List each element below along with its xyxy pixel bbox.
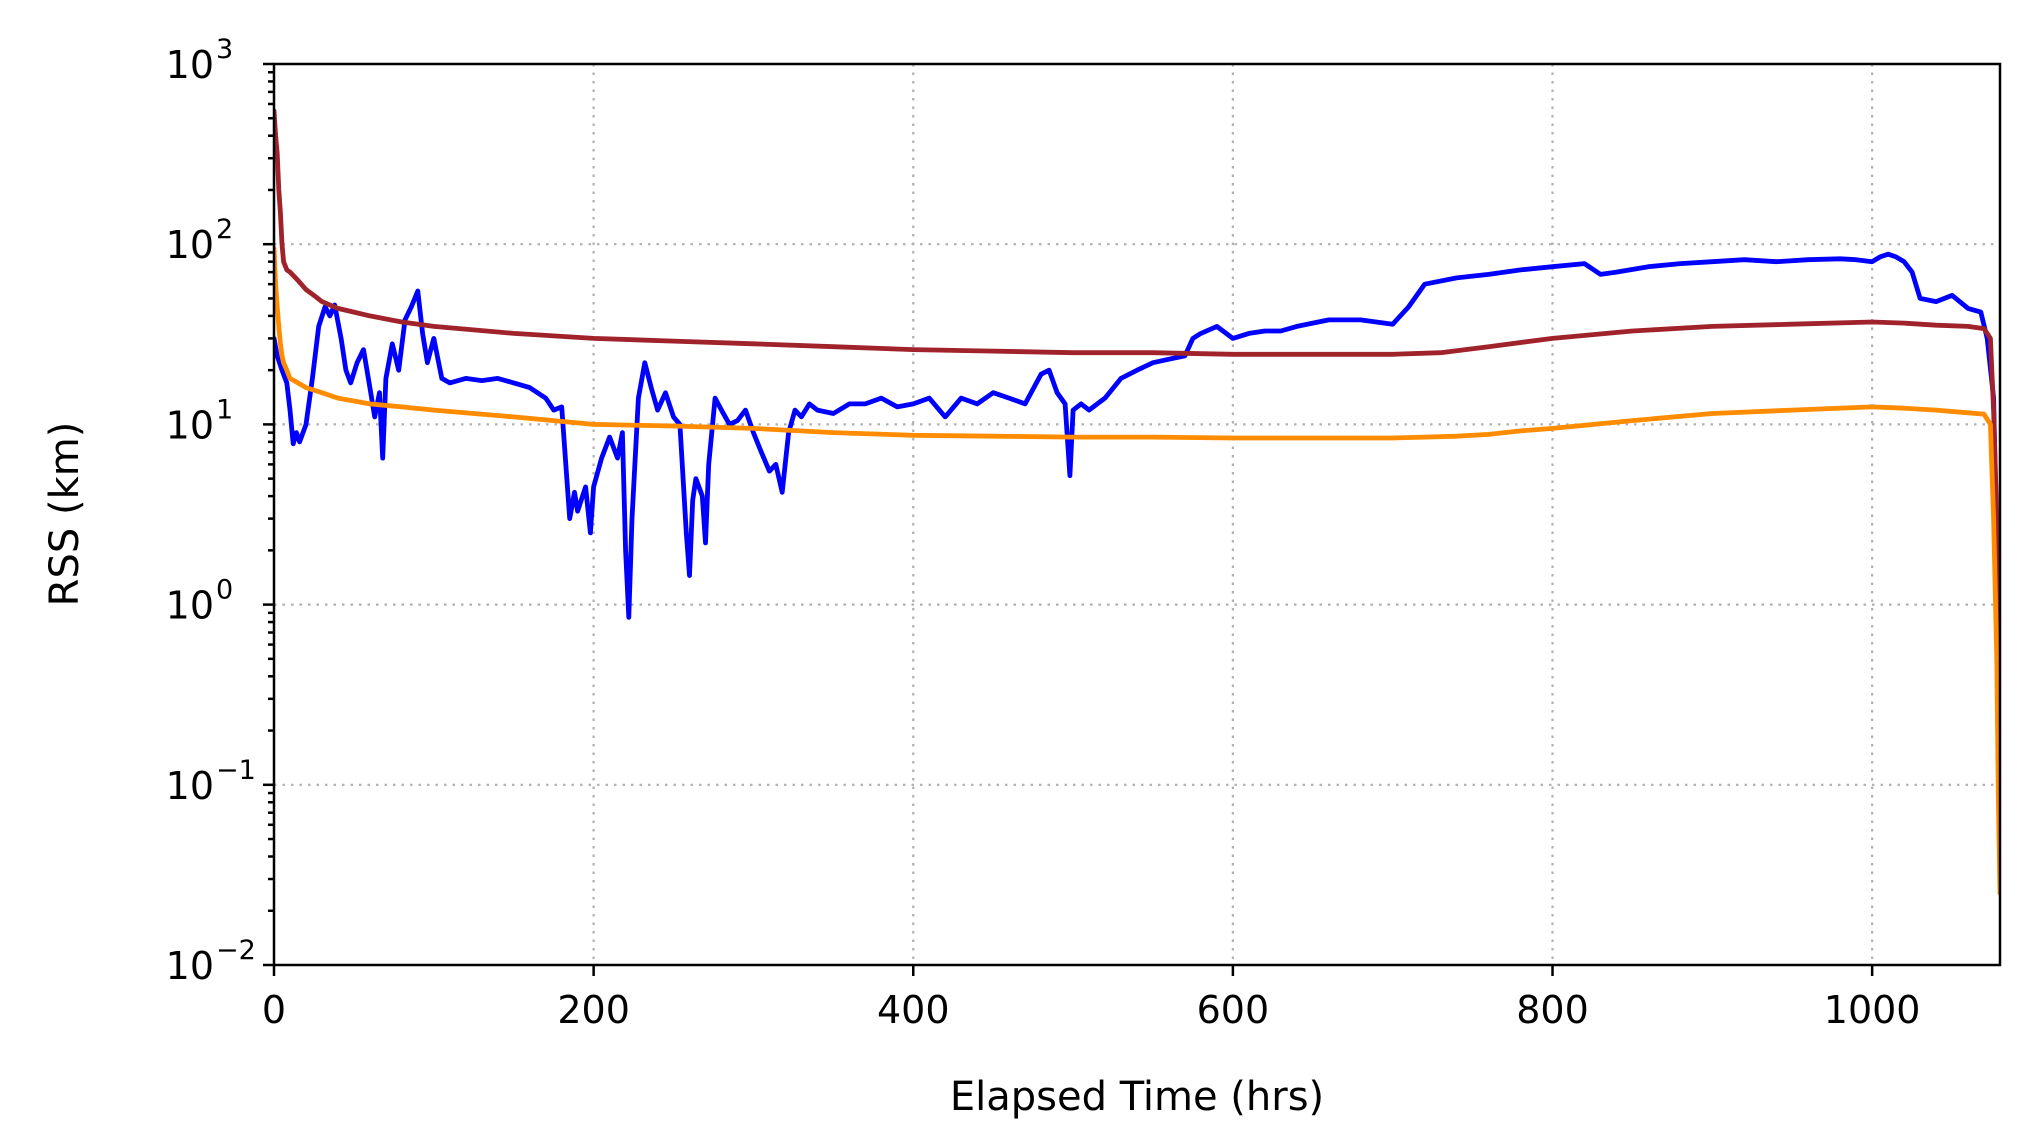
y-tick-label: 10	[166, 764, 214, 808]
x-tick-label: 600	[1197, 988, 1270, 1032]
series-line-1	[274, 251, 2000, 816]
y-tick-exponent: 3	[216, 34, 233, 65]
y-tick-exponent: 2	[216, 214, 233, 245]
plot-frame	[272, 62, 2002, 967]
x-tick-label: 0	[262, 988, 286, 1032]
series-line-2	[274, 108, 2000, 733]
x-tick-label: 400	[877, 988, 950, 1032]
y-tick-exponent: 0	[216, 575, 233, 606]
x-tick-label: 1000	[1824, 988, 1921, 1032]
y-tick-label: 10	[166, 223, 214, 267]
y-tick-exponent: −1	[216, 755, 256, 786]
y-tick-exponent: −2	[216, 935, 256, 966]
y-tick-label: 10	[166, 584, 214, 628]
y-tick-label: 10	[166, 43, 214, 87]
y-tick-label: 10	[166, 944, 214, 988]
x-tick-label: 200	[557, 988, 630, 1032]
y-tick-exponent: 1	[216, 394, 233, 425]
y-axis-title: RSS (km)	[42, 422, 88, 607]
series-line-3	[274, 245, 2000, 896]
series-layer	[274, 108, 2000, 896]
axis-ticks	[263, 62, 1874, 976]
y-tick-label: 10	[166, 403, 214, 447]
x-axis-title: Elapsed Time (hrs)	[950, 1074, 1324, 1120]
x-tick-label: 800	[1516, 988, 1589, 1032]
